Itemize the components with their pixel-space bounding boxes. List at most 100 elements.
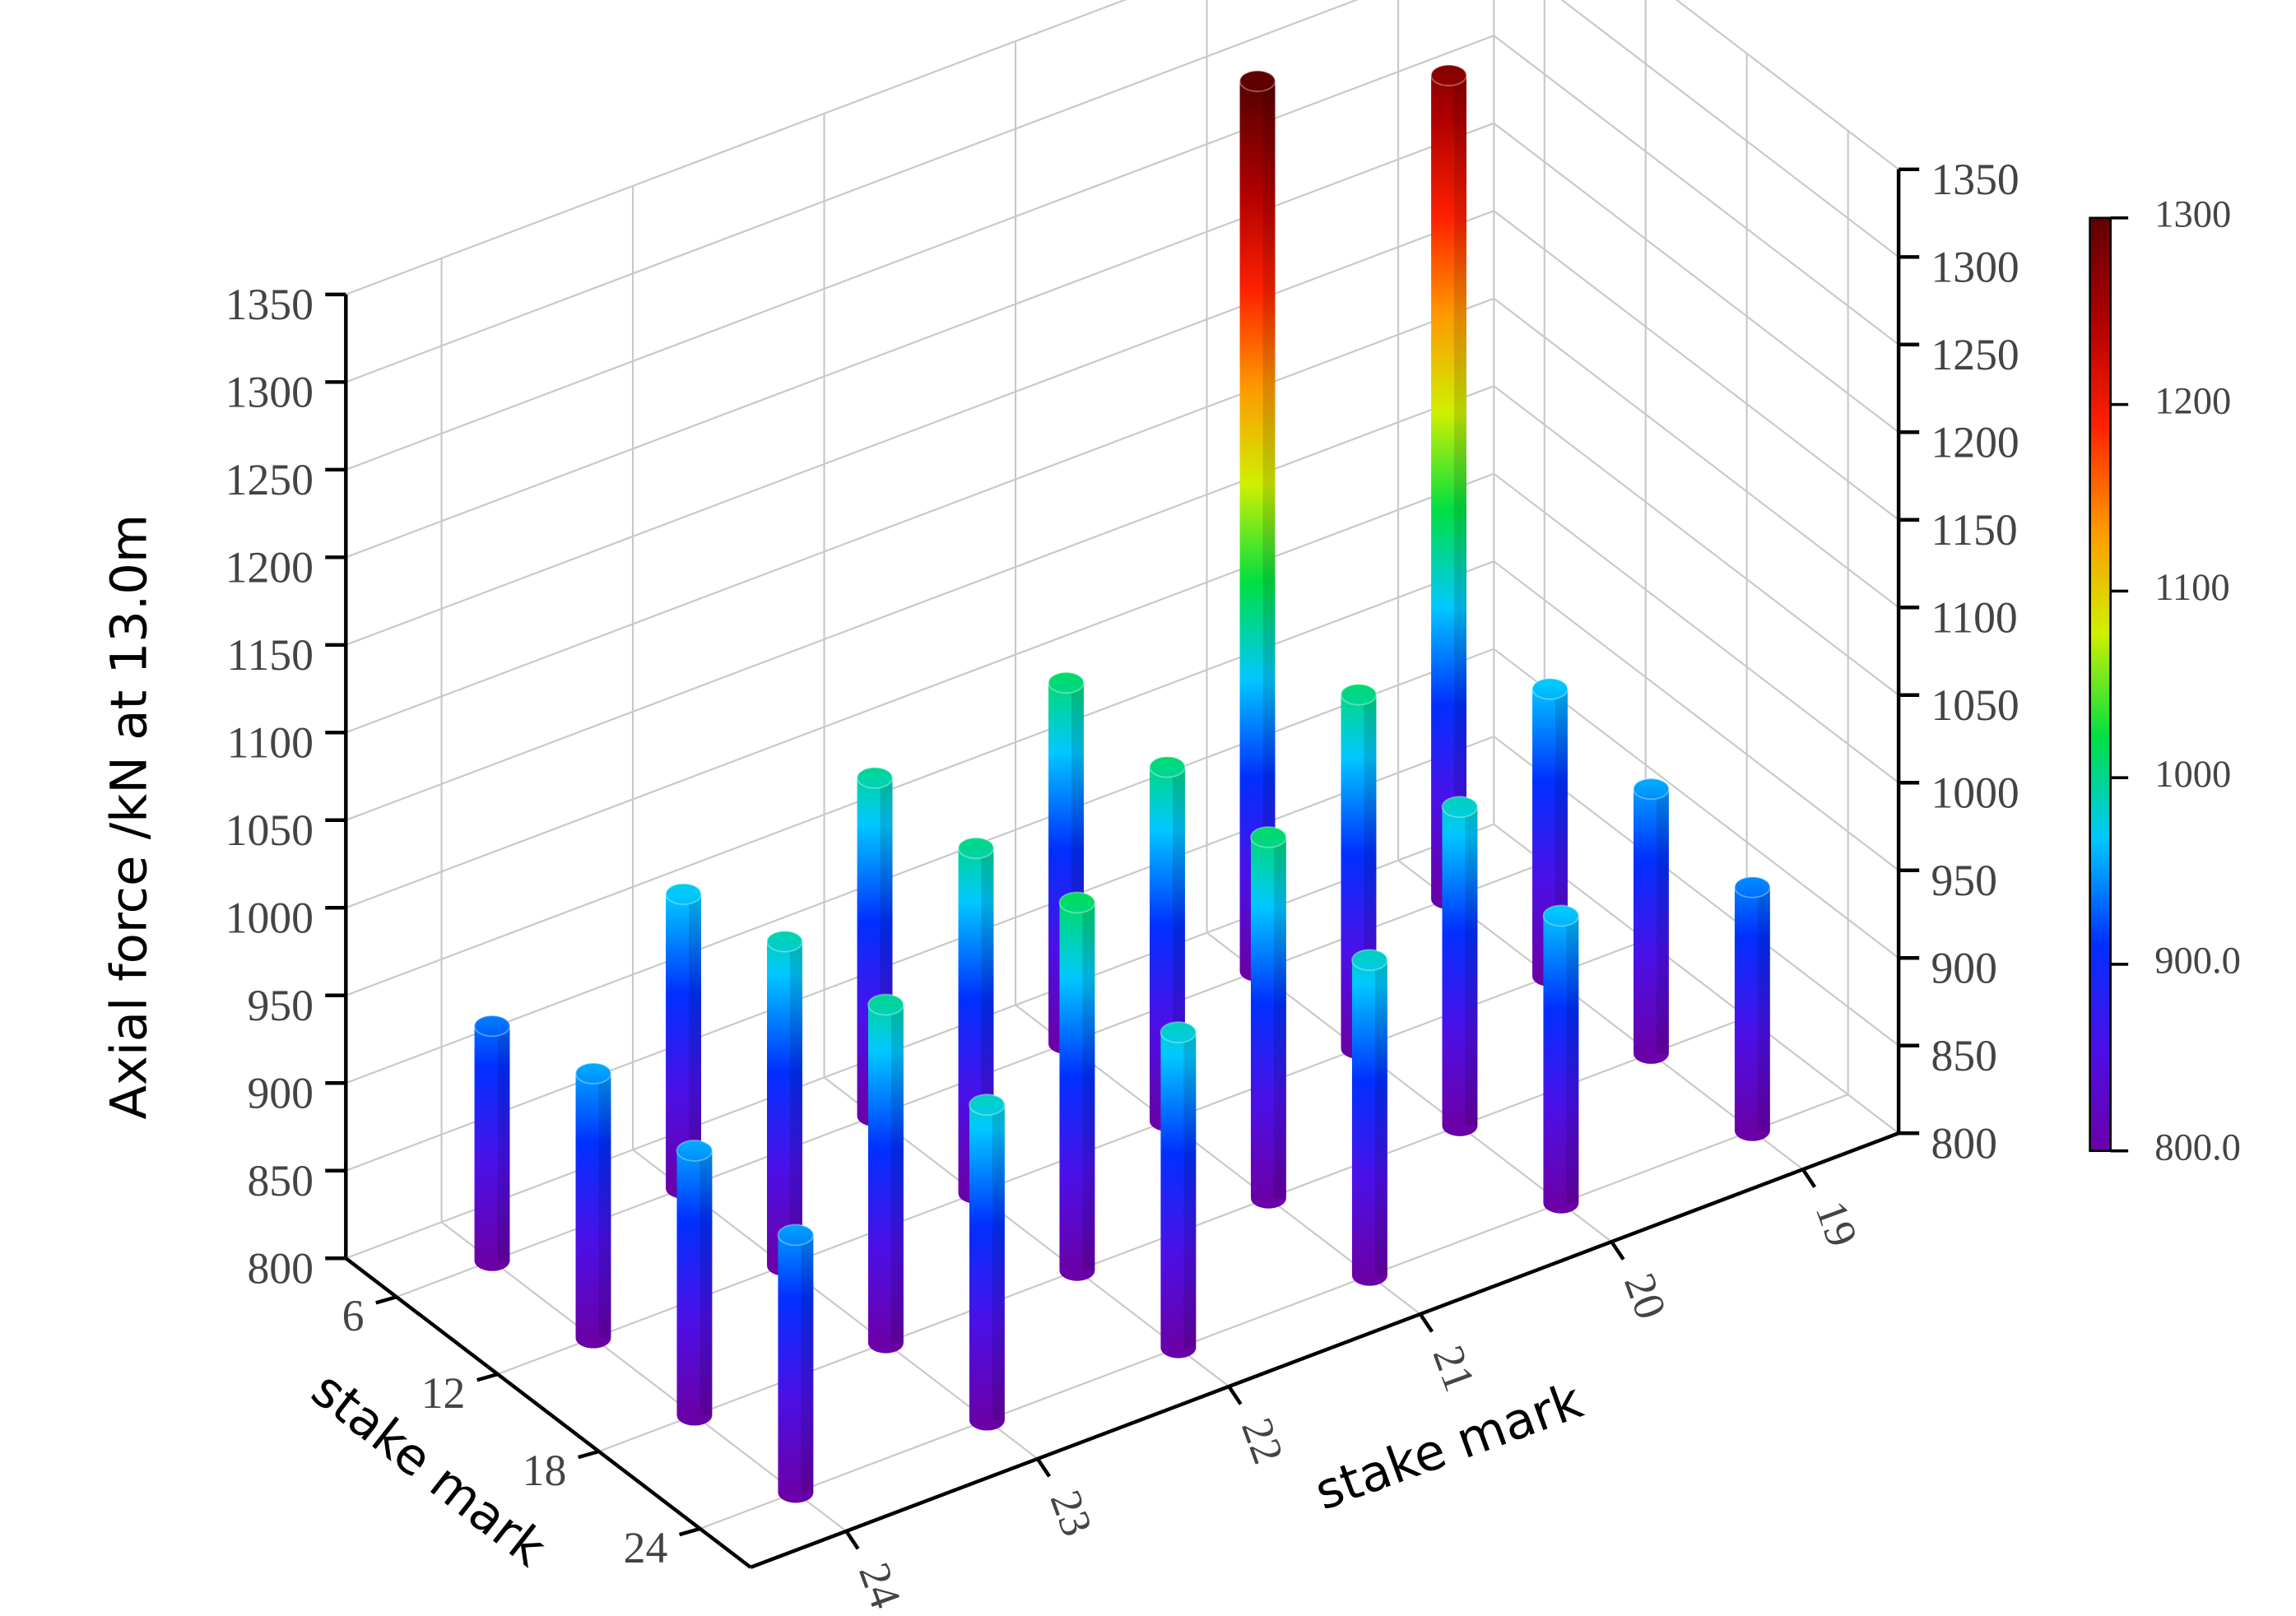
grid-line	[631, 185, 1039, 1460]
z-tick-label: 1300	[1931, 242, 2019, 291]
cylinder-top	[1058, 891, 1096, 914]
z-tick-label: 1200	[1931, 417, 2019, 467]
x-tick-label: 12	[421, 1368, 466, 1418]
cylinder-top	[676, 1140, 713, 1162]
cylinder-top	[1048, 671, 1085, 694]
cylinder-body	[666, 894, 701, 1199]
cylinder-body	[1442, 806, 1478, 1136]
cylinder-body	[1239, 81, 1276, 982]
cylinder-top	[1239, 70, 1276, 92]
z-tick-label: 1250	[1931, 330, 2019, 379]
cylinder-shade	[1465, 806, 1478, 1126]
grid-line	[345, 297, 1899, 734]
z-tick-label: 1000	[1931, 768, 2019, 817]
cylinder-top	[1734, 875, 1771, 899]
grid-line	[699, 130, 1849, 1530]
tick-mark	[1227, 1385, 1243, 1405]
cylinder-top	[574, 1062, 612, 1084]
cylinder-top	[1542, 904, 1580, 927]
grid-line	[440, 258, 848, 1532]
cylinder-shade	[1183, 1032, 1197, 1349]
cylinder-body	[1633, 788, 1669, 1064]
z-tick-label: 850	[247, 1156, 313, 1205]
z-axis-title: Axial force /kN at 13.0m	[101, 514, 159, 1120]
cylinder-top	[867, 993, 904, 1016]
cylinder-body	[1059, 902, 1095, 1281]
z-tick-label: 950	[247, 981, 313, 1030]
cylinder-top	[957, 837, 995, 860]
tick-mark	[844, 1530, 860, 1550]
cylinder	[665, 883, 702, 1199]
cylinder-body	[969, 1104, 1005, 1431]
z-tick-label: 1100	[1931, 592, 2017, 642]
z-tick-label: 1100	[227, 717, 314, 767]
cylinder-shade	[598, 1073, 611, 1339]
tick-mark	[578, 1449, 600, 1460]
cylinder-body	[1250, 837, 1286, 1209]
cylinder	[1441, 796, 1479, 1136]
cylinder-shade	[1566, 915, 1579, 1204]
z-tick-label: 800	[1931, 1118, 1996, 1168]
z-tick-label: 1350	[225, 280, 314, 329]
cylinder-body	[867, 1005, 904, 1354]
x-axis	[344, 1256, 752, 1569]
cylinder-shade	[1374, 959, 1387, 1276]
grid-line	[1206, 0, 1613, 1243]
cylinder-shade	[688, 894, 701, 1189]
tick-mark	[1036, 1457, 1052, 1478]
x-tick-label: 18	[523, 1446, 567, 1495]
colorbar	[2089, 216, 2112, 1153]
cylinder	[1351, 949, 1388, 1286]
y-axis-title: stake mark	[1308, 1372, 1590, 1521]
z-tick-label: 1050	[225, 806, 314, 855]
cylinder-top	[1250, 826, 1287, 848]
cylinder-shade	[1262, 81, 1276, 972]
cylinder	[1633, 778, 1670, 1064]
tick-mark	[1801, 1168, 1817, 1188]
z-tick-label: 1050	[1931, 680, 2019, 730]
colorbar-label: 900.0	[2154, 940, 2241, 982]
colorbar-label: 1000	[2154, 754, 2231, 796]
y-axis	[750, 1131, 1899, 1569]
cylinder-shade	[699, 1150, 713, 1416]
cylinder-body	[1431, 75, 1466, 910]
tick-mark	[1610, 1240, 1625, 1261]
cylinder-shade	[1082, 902, 1095, 1271]
z-tick-label: 1350	[1931, 155, 2019, 204]
cylinder	[1250, 826, 1287, 1209]
cylinder-top	[766, 930, 803, 953]
cylinder-top	[665, 883, 702, 905]
cylinder	[867, 993, 904, 1354]
cylinder-body	[575, 1073, 611, 1349]
cylinder-shade	[789, 941, 802, 1266]
z-tick-label: 1300	[225, 368, 314, 417]
cylinder-shade	[1656, 788, 1669, 1054]
colorbar-label: 1100	[2154, 567, 2229, 609]
cylinder	[969, 1094, 1006, 1431]
grid-line	[345, 35, 1899, 471]
cylinder	[1058, 891, 1096, 1281]
grid-line	[345, 209, 1899, 646]
cylinder-top	[969, 1094, 1006, 1117]
cylinder-top	[856, 766, 894, 789]
cylinder-shade	[890, 1005, 904, 1344]
grid-line	[345, 0, 1899, 383]
cylinder-body	[1734, 887, 1770, 1141]
cylinder	[574, 1062, 612, 1349]
y-tick-label: 22	[1232, 1412, 1294, 1470]
y-tick-label: 20	[1615, 1267, 1676, 1326]
cylinder	[1430, 64, 1467, 910]
cylinder-body	[767, 941, 802, 1276]
cylinder	[473, 1015, 511, 1271]
z-tick-label: 950	[1931, 856, 1996, 905]
cylinder	[676, 1140, 713, 1426]
tick-mark	[1419, 1312, 1434, 1333]
tick-mark	[476, 1372, 499, 1382]
colorbar-label: 800.0	[2154, 1126, 2241, 1168]
cylinder-top	[1351, 949, 1388, 972]
cylinder-top	[1430, 64, 1467, 86]
cylinder-body	[778, 1234, 814, 1503]
cylinder	[766, 930, 803, 1276]
z-tick-label: 1150	[1931, 505, 2017, 555]
colorbar-label: 1300	[2154, 193, 2231, 235]
